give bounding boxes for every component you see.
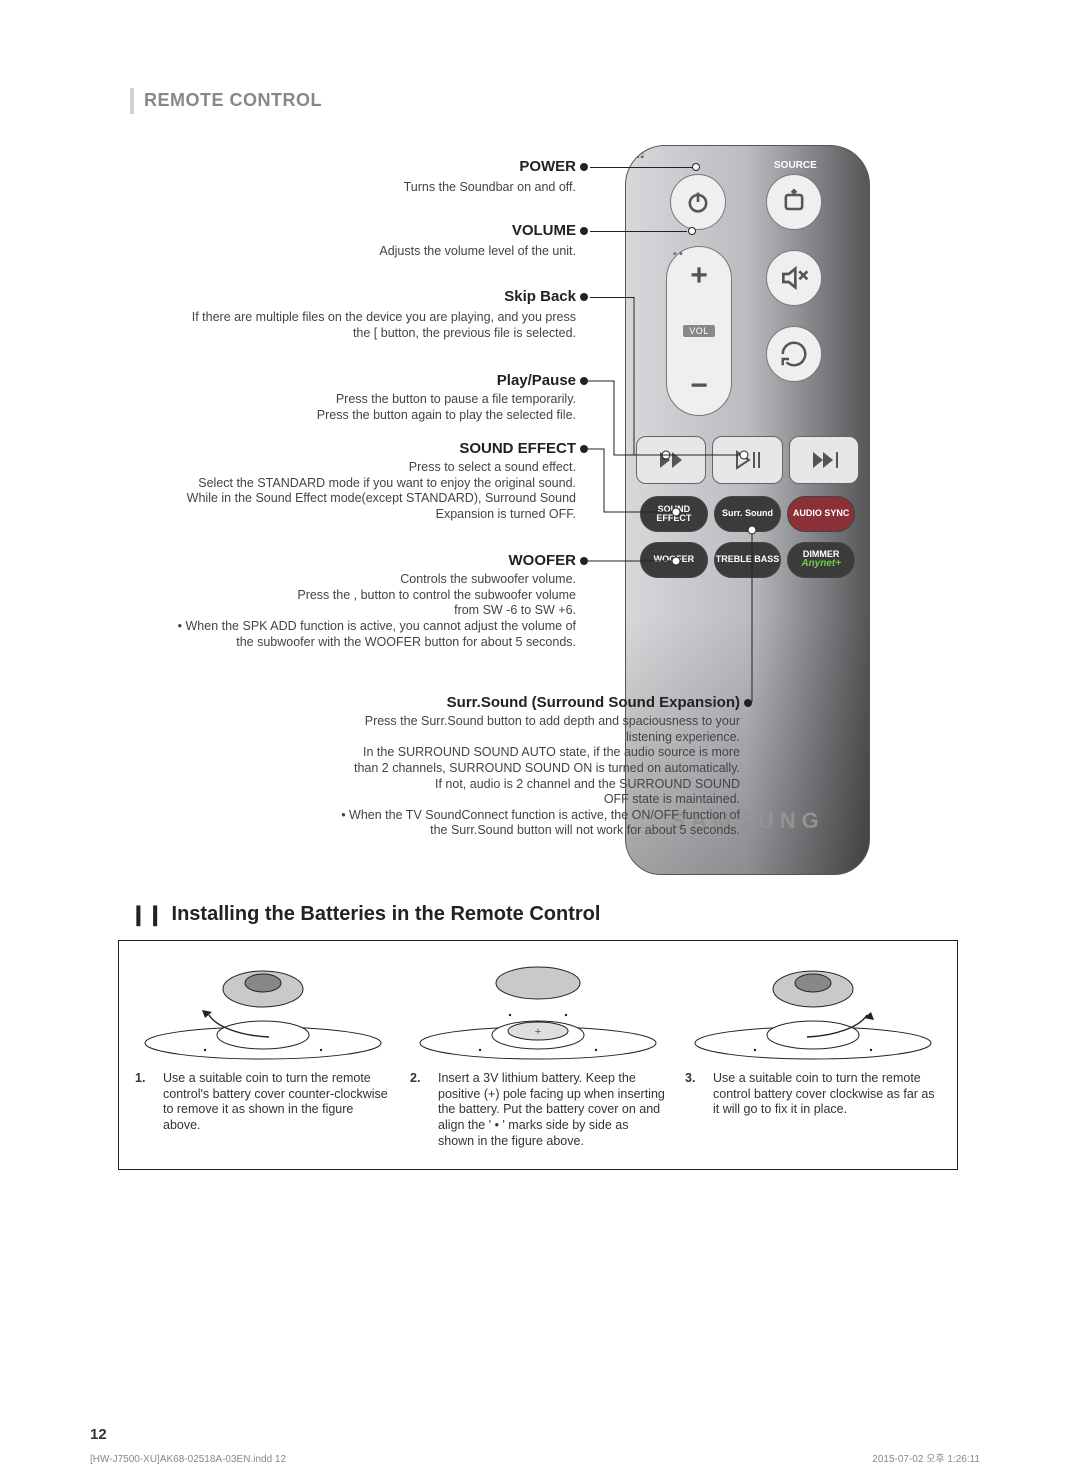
- manual-page: REMOTE CONTROL ▪ ▪▪ ▪ SOURCE • • + VOL −: [0, 0, 1080, 1479]
- dot-surr: [744, 699, 752, 707]
- battery-fig-3: [685, 955, 941, 1065]
- dimmer-btn: DIMMER Anynet+: [787, 542, 855, 578]
- title-bar-accent: [130, 88, 134, 114]
- step2-txt: Insert a 3V lithium battery. Keep the po…: [438, 1071, 666, 1149]
- dot-volume: [580, 227, 588, 235]
- soundeffect-label: SOUND EFFECT: [459, 440, 576, 457]
- step1-txt: Use a suitable coin to turn the remote c…: [163, 1071, 391, 1149]
- power-desc: Turns the Soundbar on and off.: [156, 180, 576, 196]
- skipback-desc: If there are multiple files on the devic…: [116, 310, 576, 341]
- battery-fig-1: [135, 955, 391, 1065]
- footer-file: [HW-J7500-XU]AK68-02518A-03EN.indd 12: [90, 1454, 286, 1465]
- volume-desc: Adjusts the volume level of the unit.: [156, 244, 576, 260]
- battery-instructions: + 1. Use: [118, 940, 958, 1170]
- step3-txt: Use a suitable coin to turn the remote c…: [713, 1071, 941, 1149]
- page-title: REMOTE CONTROL: [144, 90, 322, 111]
- battery-step-1: 1. Use a suitable coin to turn the remot…: [135, 1071, 391, 1149]
- target-power: [692, 163, 700, 171]
- skip-back-button: [636, 436, 706, 484]
- section-heading-text: Installing the Batteries in the Remote C…: [172, 903, 601, 926]
- volume-label: VOLUME: [512, 222, 576, 239]
- battery-step-2: 2. Insert a 3V lithium battery. Keep the…: [410, 1071, 666, 1149]
- section-heading: ❙❙ Installing the Batteries in the Remot…: [130, 902, 600, 927]
- target-volume: [688, 227, 696, 235]
- surr-sound-lbl: Surr. Sound: [722, 509, 773, 518]
- step1-num: 1.: [135, 1071, 155, 1149]
- dot-play: [580, 377, 588, 385]
- woofer-lbl: WOOFER: [654, 555, 695, 564]
- vol-label: VOL: [683, 325, 715, 337]
- vol-dots: • •: [673, 253, 683, 257]
- soundeffect-desc: Press to select a sound effect. Select t…: [116, 460, 576, 523]
- treble-lbl: TREBLE BASS: [716, 555, 780, 564]
- woofer-desc: Controls the subwoofer volume. Press the…: [116, 572, 576, 650]
- surr-desc: Press the Surr.Sound button to add depth…: [120, 714, 740, 839]
- treble-bass-btn: TREBLE BASS: [714, 542, 782, 578]
- battery-step-3: 3. Use a suitable coin to turn the remot…: [685, 1071, 941, 1149]
- audio-sync-btn: AUDIO SYNC: [787, 496, 855, 532]
- step3-num: 3.: [685, 1071, 705, 1149]
- sound-effect-btn: SOUND EFFECT: [640, 496, 708, 532]
- woofer-btn: WOOFER: [640, 542, 708, 578]
- source-button: [766, 174, 822, 230]
- effect-row-1: SOUND EFFECT Surr. Sound AUDIO SYNC: [640, 496, 855, 532]
- battery-fig-2: +: [410, 955, 666, 1065]
- volume-up-icon: +: [690, 261, 708, 291]
- emitter-dots: ▪ ▪▪ ▪: [636, 152, 643, 160]
- playpause-label: Play/Pause: [497, 372, 576, 389]
- source-label: SOURCE: [774, 160, 817, 171]
- footer-meta-right: 2015-07-02 오후 1:26:11: [872, 1450, 980, 1465]
- audio-sync-lbl: AUDIO SYNC: [793, 509, 850, 518]
- woofer-label: WOOFER: [509, 552, 577, 569]
- svg-text:+: +: [535, 1026, 541, 1038]
- skipback-label: Skip Back: [504, 288, 576, 305]
- playback-row: [636, 436, 859, 484]
- dot-woofer: [580, 557, 588, 565]
- repeat-button: [766, 326, 822, 382]
- line-volume: [590, 231, 687, 232]
- mute-button: [766, 250, 822, 306]
- battery-steps-row: 1. Use a suitable coin to turn the remot…: [135, 1071, 941, 1149]
- playpause-desc: Press the button to pause a file tempora…: [116, 392, 576, 423]
- anynet-lbl: Anynet+: [801, 559, 841, 570]
- volume-rocker: • • + VOL −: [666, 246, 732, 416]
- page-number: 12: [90, 1426, 107, 1443]
- dot-skip: [580, 293, 588, 301]
- power-label: POWER: [519, 158, 576, 175]
- line-skip: [590, 297, 634, 298]
- footer-meta-left: [HW-J7500-XU]AK68-02518A-03EN.indd 12: [90, 1454, 286, 1465]
- dot-se: [580, 445, 588, 453]
- skip-fwd-button: [789, 436, 859, 484]
- dot-power: [580, 163, 588, 171]
- volume-down-icon: −: [690, 371, 708, 401]
- surr-sound-btn: Surr. Sound: [714, 496, 782, 532]
- step2-num: 2.: [410, 1071, 430, 1149]
- surr-label: Surr.Sound (Surround Sound Expansion): [447, 694, 740, 711]
- battery-figures-row: +: [135, 955, 941, 1065]
- line-power: [590, 167, 692, 168]
- sound-effect-lbl: SOUND EFFECT: [641, 505, 707, 524]
- power-button: [670, 174, 726, 230]
- play-pause-button: [712, 436, 782, 484]
- effect-row-2: WOOFER TREBLE BASS DIMMER Anynet+: [640, 542, 855, 578]
